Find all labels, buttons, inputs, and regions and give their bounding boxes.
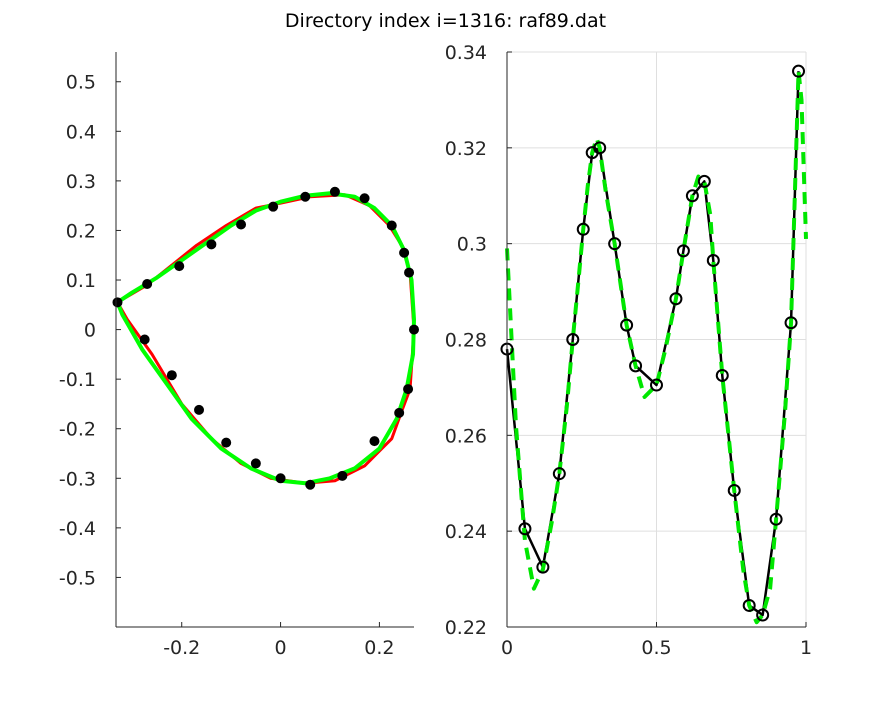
left-point-21: [194, 404, 205, 415]
right-marker-15: [697, 174, 711, 188]
left-y-tick-label-9: -0.4: [59, 518, 96, 540]
right-marker-2: [536, 560, 550, 574]
left-point-13: [403, 384, 414, 395]
right-axes: 0 0.5 1 0.220.240.260.280.30.320.34: [445, 42, 812, 659]
left-y-tick-label-3: 0.2: [66, 220, 96, 242]
left-point-16: [337, 470, 348, 481]
left-axis-frame: [115, 52, 414, 628]
right-marker-19: [742, 598, 756, 612]
right-marker-13: [676, 244, 690, 258]
left-point-22: [166, 370, 177, 381]
right-marker-17: [715, 368, 729, 382]
left-x-tick-label-1: 0: [275, 637, 287, 659]
left-point-10: [399, 247, 410, 258]
right-x-tick-label-2: 1: [800, 637, 812, 659]
right-marker-23: [792, 64, 806, 78]
left-y-tick-label-1: 0.4: [66, 121, 96, 143]
left-point-8: [359, 193, 370, 204]
right-marker-10: [629, 359, 643, 373]
left-y-tick-label-10: -0.5: [59, 567, 96, 589]
right-marker-20: [756, 608, 770, 622]
right-y-tick-label-4: 0.3: [457, 234, 487, 256]
left-x-tick-label-2: 0.2: [364, 637, 394, 659]
left-point-15: [369, 436, 380, 447]
right-marker-21: [769, 512, 783, 526]
right-marker-14: [685, 189, 699, 203]
right-y-tick-label-1: 0.24: [445, 521, 487, 543]
left-point-17: [305, 479, 316, 490]
left-x-tick-label-0: -0.2: [163, 637, 200, 659]
left-y-tick-label-4: 0.1: [66, 270, 96, 292]
right-curves: [505, 69, 808, 625]
left-point-5: [268, 201, 279, 212]
right-y-tick-label-2: 0.26: [445, 425, 487, 447]
right-marker-16: [706, 253, 720, 267]
left-point-4: [236, 219, 247, 230]
left-y-tick-label-6: -0.1: [59, 369, 96, 391]
left-point-3: [206, 239, 217, 250]
figure-title: Directory index i=1316: raf89.dat: [285, 10, 606, 32]
left-point-0: [112, 297, 123, 308]
left-point-6: [300, 191, 311, 202]
right-marker-11: [650, 378, 663, 392]
left-y-tick-label-0: 0.5: [66, 72, 96, 94]
right-y-ticks: 0.22 0.24 0.26 0.28 0.3 0.32 0.34: [445, 42, 512, 639]
right-y-tick-label-5: 0.32: [445, 138, 487, 160]
left-axes: -0.2 0 0.2 0.5 0.4 0.3 0.2 0.1 0 -0.1 -0.2 -0.3 -0.…: [59, 52, 419, 659]
right-marker-4: [566, 333, 580, 346]
right-y-tick-label-3: 0.28: [445, 330, 487, 352]
right-y-tick-label-0: 0.22: [445, 617, 487, 639]
left-point-19: [250, 458, 261, 469]
right-marker-9: [620, 318, 634, 332]
left-markers: [112, 186, 419, 490]
left-point-18: [275, 473, 286, 484]
left-point-20: [221, 437, 232, 448]
left-point-14: [394, 407, 405, 418]
left-point-1: [142, 278, 153, 289]
left-y-tick-label-8: -0.3: [59, 468, 96, 490]
right-marker-5: [576, 222, 590, 236]
right-marker-7: [593, 141, 607, 155]
right-y-tick-label-6: 0.34: [445, 42, 487, 64]
right-marker-18: [727, 483, 741, 497]
left-series-line-1: [115, 191, 416, 486]
right-x-tick-label-0: 0: [501, 637, 513, 659]
left-y-tick-label-7: -0.2: [59, 419, 96, 441]
left-x-ticks: -0.2 0 0.2: [163, 622, 395, 659]
right-marker-22: [784, 316, 798, 330]
left-point-9: [386, 220, 397, 231]
left-y-tick-label-2: 0.3: [66, 171, 96, 193]
right-marker-12: [669, 292, 683, 306]
left-point-2: [174, 261, 185, 272]
left-point-11: [404, 267, 415, 278]
left-point-7: [329, 186, 340, 197]
right-marker-8: [608, 237, 622, 251]
right-marker-3: [552, 467, 566, 481]
left-point-12: [409, 324, 419, 335]
right-markers: [500, 64, 806, 622]
right-marker-1: [518, 522, 532, 536]
right-x-ticks: 0 0.5 1: [501, 622, 812, 659]
right-x-tick-label-1: 0.5: [641, 637, 671, 659]
left-point-23: [139, 334, 150, 345]
left-y-tick-label-5: 0: [84, 320, 96, 342]
left-y-ticks: 0.5 0.4 0.3 0.2 0.1 0 -0.1 -0.2 -0.3 -0.4 -0.5: [59, 72, 121, 589]
